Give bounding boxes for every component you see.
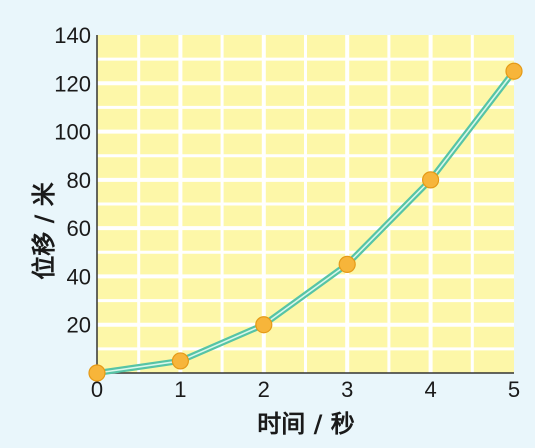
data-point [338, 255, 356, 273]
grid [97, 35, 514, 373]
x-tick-label: 1 [174, 377, 186, 402]
data-point [88, 364, 106, 382]
x-tick-label: 0 [91, 377, 103, 402]
y-tick-label: 40 [67, 264, 91, 289]
series [88, 62, 523, 382]
x-axis-title: 时间 / 秒 [257, 410, 354, 438]
data-point [171, 352, 189, 370]
tick-labels: 20 40 60 80 100 120 140 0 1 2 3 4 5 [54, 23, 520, 402]
x-tick-label: 2 [258, 377, 270, 402]
y-tick-label: 20 [67, 313, 91, 338]
y-tick-label: 80 [67, 168, 91, 193]
axes [96, 35, 514, 374]
y-tick-label: 120 [54, 71, 91, 96]
y-tick-label: 60 [67, 216, 91, 241]
data-point [422, 171, 440, 189]
x-tick-label: 5 [508, 377, 520, 402]
y-tick-label: 140 [54, 23, 91, 48]
y-tick-label: 100 [54, 120, 91, 145]
series-line-highlight [96, 70, 515, 374]
data-point [505, 62, 523, 80]
x-tick-label: 4 [424, 377, 436, 402]
x-tick-label: 3 [341, 377, 353, 402]
data-point [255, 316, 273, 334]
y-axis-title: 位移 / 米 [30, 182, 58, 279]
